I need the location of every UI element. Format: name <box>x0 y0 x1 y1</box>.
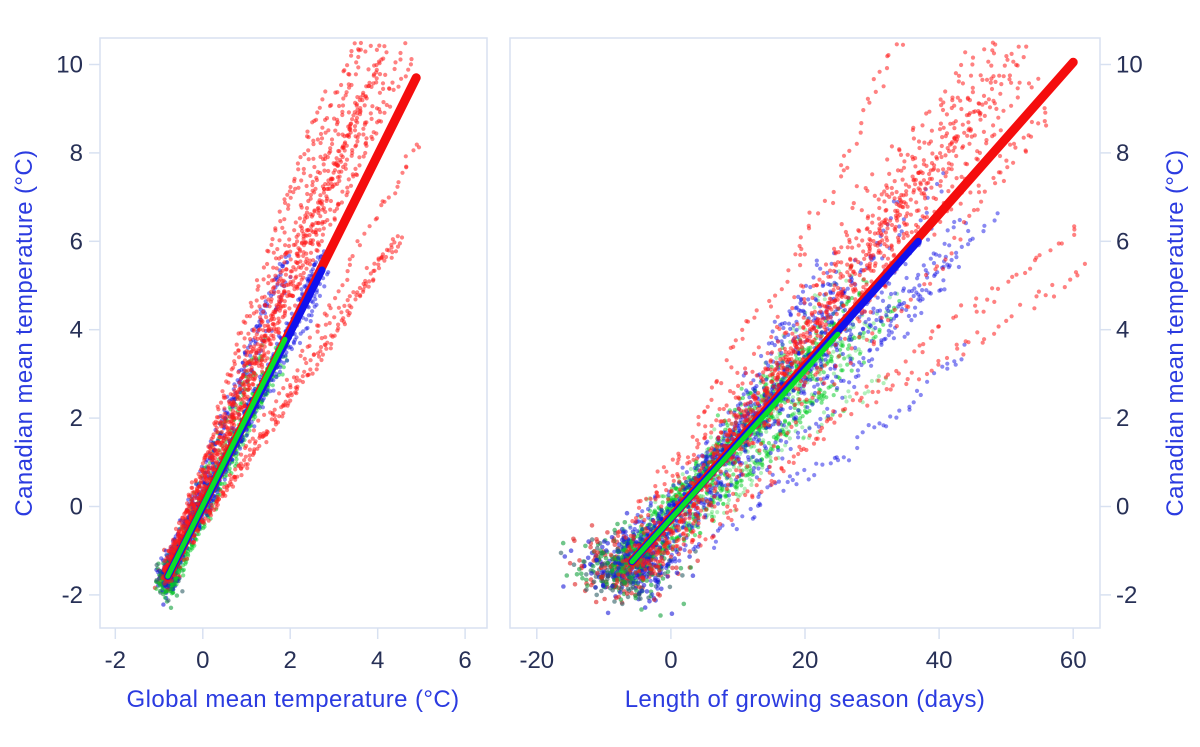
y-tick-label: 4 <box>70 317 83 344</box>
y-tick-label: -2 <box>1116 582 1137 609</box>
panel-left: -2 0 2 4 6 -2 0 2 4 6 8 10 <box>56 37 488 674</box>
y-tick-label: 8 <box>1116 140 1129 167</box>
x-tick-label: 0 <box>196 647 209 674</box>
y-tick-label: 0 <box>70 494 83 521</box>
x-tick-label: -20 <box>519 647 554 674</box>
y-tick-label: -2 <box>62 582 83 609</box>
x-tick-label: 20 <box>792 647 819 674</box>
red-trajectories <box>160 40 422 586</box>
y-tick-label: 2 <box>70 405 83 432</box>
right-panel-x-axis-title: Length of growing season (days) <box>624 686 986 713</box>
y-tick-label: 6 <box>1116 228 1129 255</box>
y-tick-label: 0 <box>1116 494 1129 521</box>
y-tick-label: 2 <box>1116 405 1129 432</box>
y-tick-label: 6 <box>70 228 83 255</box>
x-tick-label: 4 <box>371 647 384 674</box>
x-tick-label: 60 <box>1060 647 1087 674</box>
y-tick-label: 10 <box>1116 52 1143 79</box>
trend-line-green <box>629 331 841 565</box>
x-tick-label: 0 <box>664 647 677 674</box>
y-tick-label: 4 <box>1116 317 1129 344</box>
left-panel-y-axis-title: Canadian mean temperature (°C) <box>11 149 38 517</box>
x-tick-label: 6 <box>458 647 471 674</box>
x-tick-label: 2 <box>284 647 297 674</box>
x-tick-label: 40 <box>926 647 953 674</box>
right-panel-y-axis-title: Canadian mean temperature (°C) <box>1162 149 1189 517</box>
red-low-trajectories <box>643 224 1087 572</box>
y-tick-label: 10 <box>56 52 83 79</box>
trend-line-green <box>165 336 288 579</box>
x-tick-label: -2 <box>105 647 126 674</box>
scatter-layer <box>558 40 1087 618</box>
panel-border <box>99 37 488 629</box>
left-panel-x-axis-title: Global mean temperature (°C) <box>126 686 460 713</box>
y-tick-label: 8 <box>70 140 83 167</box>
